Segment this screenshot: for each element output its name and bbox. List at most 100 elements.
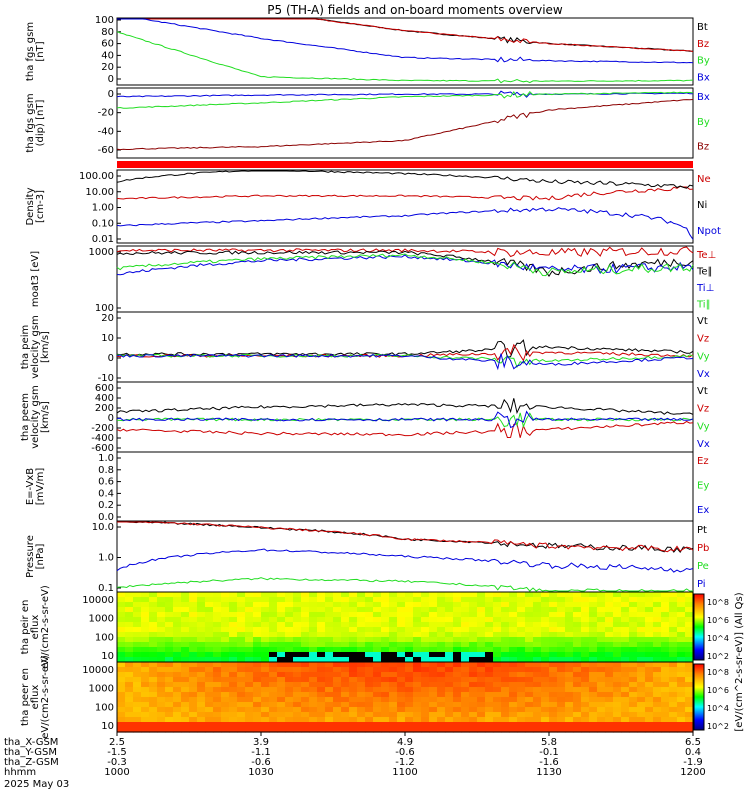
heatmap-cell (181, 652, 190, 658)
heatmap-cell (597, 682, 606, 688)
heatmap-cell (317, 672, 326, 678)
heatmap-cell (269, 642, 278, 648)
heatmap-cell (445, 662, 454, 668)
heatmap-cell (413, 617, 422, 623)
heatmap-cell (165, 697, 174, 703)
heatmap-cell (509, 637, 518, 643)
heatmap-cell (365, 622, 374, 628)
heatmap-cell (285, 592, 294, 598)
heatmap-cell (341, 607, 350, 613)
heatmap-cell (461, 712, 470, 718)
heatmap-cell (205, 677, 214, 683)
heatmap-cell (325, 617, 334, 623)
heatmap-cell (405, 617, 414, 623)
heatmap-cell (533, 667, 542, 673)
heatmap-cell (285, 677, 294, 683)
heatmap-cell (181, 692, 190, 698)
heatmap-cell (605, 702, 614, 708)
heatmap-cell (141, 652, 150, 658)
heatmap-cell (461, 602, 470, 608)
heatmap-cell (189, 657, 198, 663)
heatmap-cell (221, 707, 230, 713)
heatmap-cell (605, 652, 614, 658)
heatmap-cell (141, 632, 150, 638)
heatmap-cell (173, 677, 182, 683)
heatmap-cell (365, 597, 374, 603)
heatmap-cell (333, 592, 342, 598)
heatmap-cell (461, 607, 470, 613)
heatmap-cell (333, 632, 342, 638)
heatmap-cell (173, 632, 182, 638)
heatmap-cell (453, 712, 462, 718)
heatmap-cell (485, 657, 494, 663)
heatmap-cell (237, 617, 246, 623)
heatmap-cell (245, 657, 254, 663)
heatmap-cell (437, 632, 446, 638)
heatmap-cell (621, 717, 630, 723)
heatmap-cell (261, 677, 270, 683)
series-line (116, 412, 694, 429)
heatmap-cell (189, 592, 198, 598)
heatmap-cell (509, 622, 518, 628)
heatmap-cell (461, 717, 470, 723)
heatmap-cell (189, 687, 198, 693)
heatmap-cell (405, 652, 414, 658)
heatmap-cell (485, 677, 494, 683)
heatmap-cell (397, 727, 406, 733)
heatmap-cell (469, 727, 478, 733)
heatmap-cell (157, 672, 166, 678)
heatmap-cell (661, 707, 670, 713)
heatmap-cell (117, 727, 126, 733)
heatmap-cell (133, 697, 142, 703)
heatmap-cell (117, 602, 126, 608)
heatmap-cell (365, 667, 374, 673)
heatmap-cell (157, 592, 166, 598)
heatmap-cell (501, 697, 510, 703)
heatmap-cell (141, 637, 150, 643)
heatmap-cell (341, 637, 350, 643)
heatmap-cell (253, 677, 262, 683)
heatmap-cell (125, 602, 134, 608)
heatmap-cell (277, 607, 286, 613)
heatmap-cell (397, 647, 406, 653)
heatmap-cell (317, 682, 326, 688)
heatmap-cell (357, 632, 366, 638)
heatmap-cell (453, 727, 462, 733)
heatmap-cell (525, 687, 534, 693)
heatmap-cell (317, 627, 326, 633)
heatmap-cell (237, 702, 246, 708)
heatmap-cell (653, 637, 662, 643)
heatmap-cell (357, 592, 366, 598)
heatmap-cell (589, 652, 598, 658)
heatmap-cell (533, 717, 542, 723)
heatmap-cell (677, 702, 686, 708)
heatmap-cell (309, 687, 318, 693)
heatmap-cell (629, 707, 638, 713)
heatmap-cell (509, 642, 518, 648)
heatmap-cell (501, 647, 510, 653)
heatmap-cell (133, 592, 142, 598)
heatmap-cell (269, 607, 278, 613)
heatmap-cell (213, 592, 222, 598)
heatmap-cell (293, 712, 302, 718)
heatmap-cell (397, 667, 406, 673)
heatmap-cell (557, 727, 566, 733)
heatmap-cell (261, 617, 270, 623)
heatmap-cell (141, 687, 150, 693)
heatmap-cell (365, 627, 374, 633)
heatmap-cell (229, 627, 238, 633)
heatmap-cell (261, 637, 270, 643)
heatmap-cell (661, 632, 670, 638)
heatmap-cell (181, 622, 190, 628)
heatmap-cell (157, 727, 166, 733)
heatmap-cell (677, 652, 686, 658)
heatmap-cell (685, 647, 694, 653)
heatmap-cell (141, 657, 150, 663)
heatmap-cell (229, 652, 238, 658)
heatmap-cell (661, 637, 670, 643)
heatmap-cell (517, 602, 526, 608)
heatmap-cell (413, 622, 422, 628)
heatmap-cell (581, 612, 590, 618)
heatmap-cell (445, 677, 454, 683)
